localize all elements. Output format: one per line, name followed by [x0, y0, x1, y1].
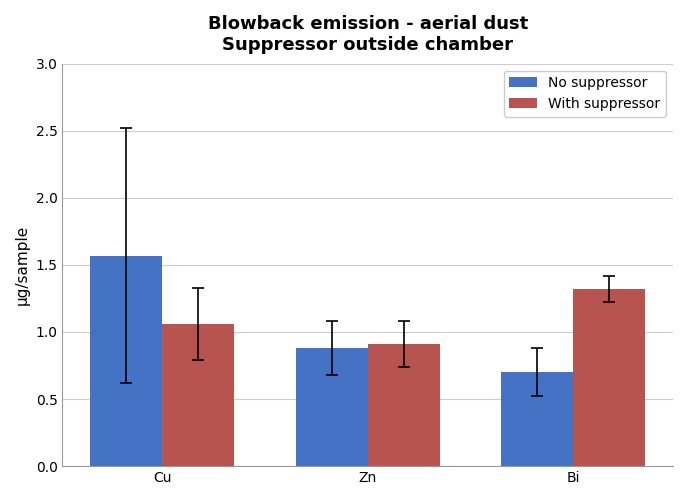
Bar: [162, 324, 234, 466]
Title: Blowback emission - aerial dust
Suppressor outside chamber: Blowback emission - aerial dust Suppress…: [208, 15, 528, 54]
Bar: [367, 344, 440, 466]
Bar: [296, 348, 367, 466]
Bar: [90, 256, 162, 466]
Bar: [502, 372, 573, 466]
Legend: No suppressor, With suppressor: No suppressor, With suppressor: [504, 70, 666, 117]
Bar: [573, 289, 645, 466]
Y-axis label: μg/sample: μg/sample: [15, 225, 30, 305]
